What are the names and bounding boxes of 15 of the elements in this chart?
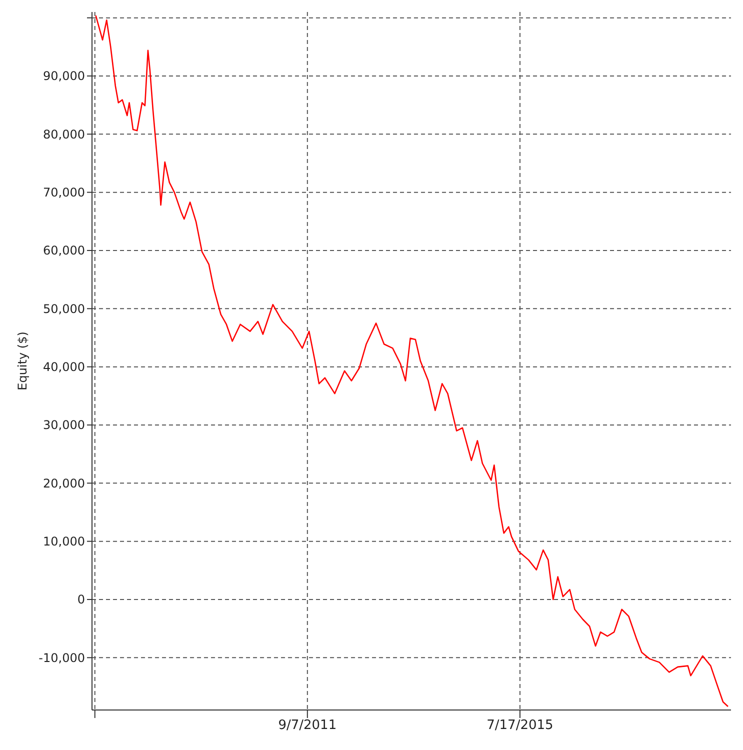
y-tick-label: 10,000 xyxy=(43,534,85,549)
y-tick-label: 0 xyxy=(77,592,85,607)
y-tick-label: 70,000 xyxy=(43,186,85,200)
line-series xyxy=(95,14,729,708)
y-tick-label: 40,000 xyxy=(43,360,85,374)
x-tick-label: 7/17/2015 xyxy=(486,718,554,734)
y-tick-label: 50,000 xyxy=(43,302,85,316)
y-tick-label: 60,000 xyxy=(43,244,85,258)
x-tick-label: 9/7/2011 xyxy=(278,718,337,734)
y-tick-label: 30,000 xyxy=(43,418,85,432)
y-tick-label: -10,000 xyxy=(38,650,85,665)
y-tick-label: 80,000 xyxy=(43,127,85,142)
y-axis-title: Equity ($) xyxy=(15,332,30,390)
y-tick-label: 90,000 xyxy=(43,69,85,84)
y-tick-label: 20,000 xyxy=(43,476,85,490)
